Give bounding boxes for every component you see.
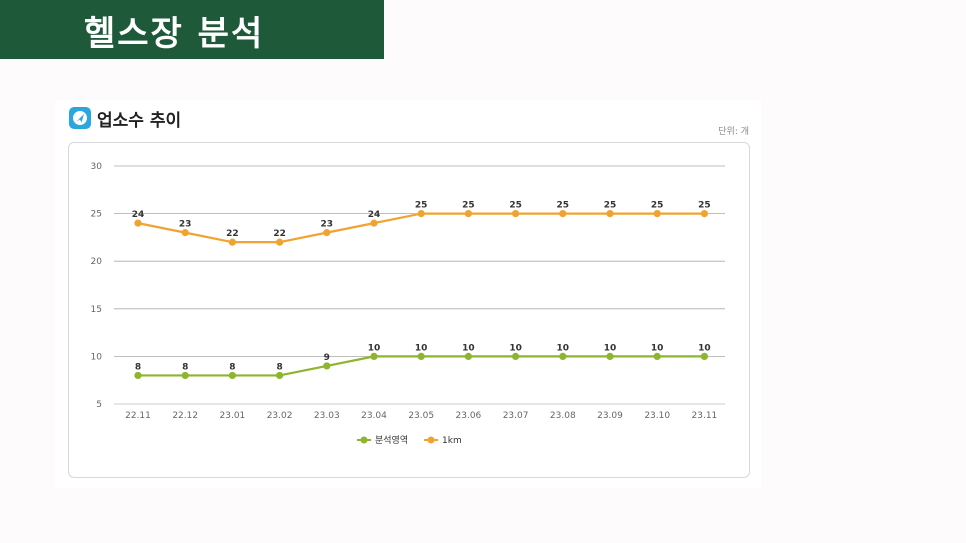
y-tick-label: 25 [91,210,102,220]
x-tick-label: 23.03 [314,411,340,421]
data-label: 10 [698,343,711,353]
data-point [134,371,142,380]
data-point [370,352,378,360]
data-point [559,210,567,218]
data-point [370,219,378,227]
panel-title: 업소수 추이 [97,111,182,131]
data-point [512,210,520,218]
data-label: 10 [509,343,522,353]
data-label: 25 [651,201,664,211]
data-label: 8 [276,362,282,372]
y-tick-label: 30 [91,162,103,172]
data-label: 10 [462,343,475,353]
data-point [228,371,236,380]
data-label: 10 [557,343,570,353]
unit-label: 단위: 개 [718,127,749,137]
data-label: 22 [273,229,286,239]
data-point [559,352,567,360]
data-label: 8 [229,362,235,372]
data-point [464,210,472,218]
chart-area: 5 10 15 20 25 30 22.11 22.12 23.01 23.02 23.03 23.0… [68,142,750,478]
x-tick-label: 23.09 [597,411,623,421]
x-tick-label: 23.10 [644,411,670,421]
chart-panel: 업소수 추이 단위: 개 5 10 15 20 25 30 22.11 22.12 23.01 2… [55,100,761,488]
data-point [700,352,709,360]
data-label: 8 [135,362,141,372]
data-point [512,352,520,360]
title-banner: 헬스장 분석 [0,0,384,59]
x-tick-label: 23.11 [692,411,718,421]
series-line [137,212,705,244]
navigation-icon [69,107,91,129]
data-label: 23 [179,220,192,230]
x-tick-label: 23.07 [503,411,529,421]
data-point [653,352,661,360]
x-tick-label: 23.05 [408,411,434,421]
data-point [323,229,331,237]
data-label: 8 [182,362,188,372]
data-label: 25 [509,201,522,211]
data-point [228,238,236,246]
data-label: 10 [651,343,664,353]
legend-label: 1km [442,436,462,446]
data-point [417,210,425,218]
data-label: 25 [698,201,711,211]
legend-swatch-marker [360,436,368,444]
data-point [276,238,284,246]
data-point [181,371,189,380]
x-tick-label: 23.04 [361,411,387,421]
x-tick-label: 23.02 [267,411,293,421]
data-label: 25 [604,201,617,211]
data-label: 24 [368,210,381,220]
legend-label: 분석영역 [375,435,408,446]
x-tick-label: 23.08 [550,411,576,421]
legend-swatch-marker [427,436,435,444]
y-tick-label: 10 [91,352,103,362]
data-label: 23 [321,220,334,230]
x-tick-label: 23.01 [220,411,246,421]
y-tick-label: 5 [96,400,102,410]
data-point [134,219,142,227]
x-tick-label: 23.06 [456,411,482,421]
data-label: 10 [604,343,617,353]
data-label: 9 [324,353,330,363]
data-label: 25 [462,201,475,211]
x-tick-label: 22.11 [125,411,151,421]
page-title: 헬스장 분석 [84,14,265,54]
data-point [700,210,709,218]
data-point [464,352,472,360]
data-point [323,362,331,370]
y-tick-label: 20 [91,257,103,267]
data-point [606,352,614,360]
line-chart: 5 10 15 20 25 30 22.11 22.12 23.01 23.02 23.03 23.0… [91,162,725,446]
data-label: 25 [415,201,428,211]
data-label: 22 [226,229,239,239]
data-label: 10 [368,343,381,353]
data-label: 10 [415,343,428,353]
data-point [606,210,614,218]
x-tick-label: 22.12 [172,411,198,421]
data-point [653,210,661,218]
data-point [417,352,425,360]
y-tick-label: 15 [91,305,102,315]
data-point [181,229,189,237]
data-point [276,371,284,380]
data-label: 25 [557,201,570,211]
data-label: 24 [132,210,145,220]
